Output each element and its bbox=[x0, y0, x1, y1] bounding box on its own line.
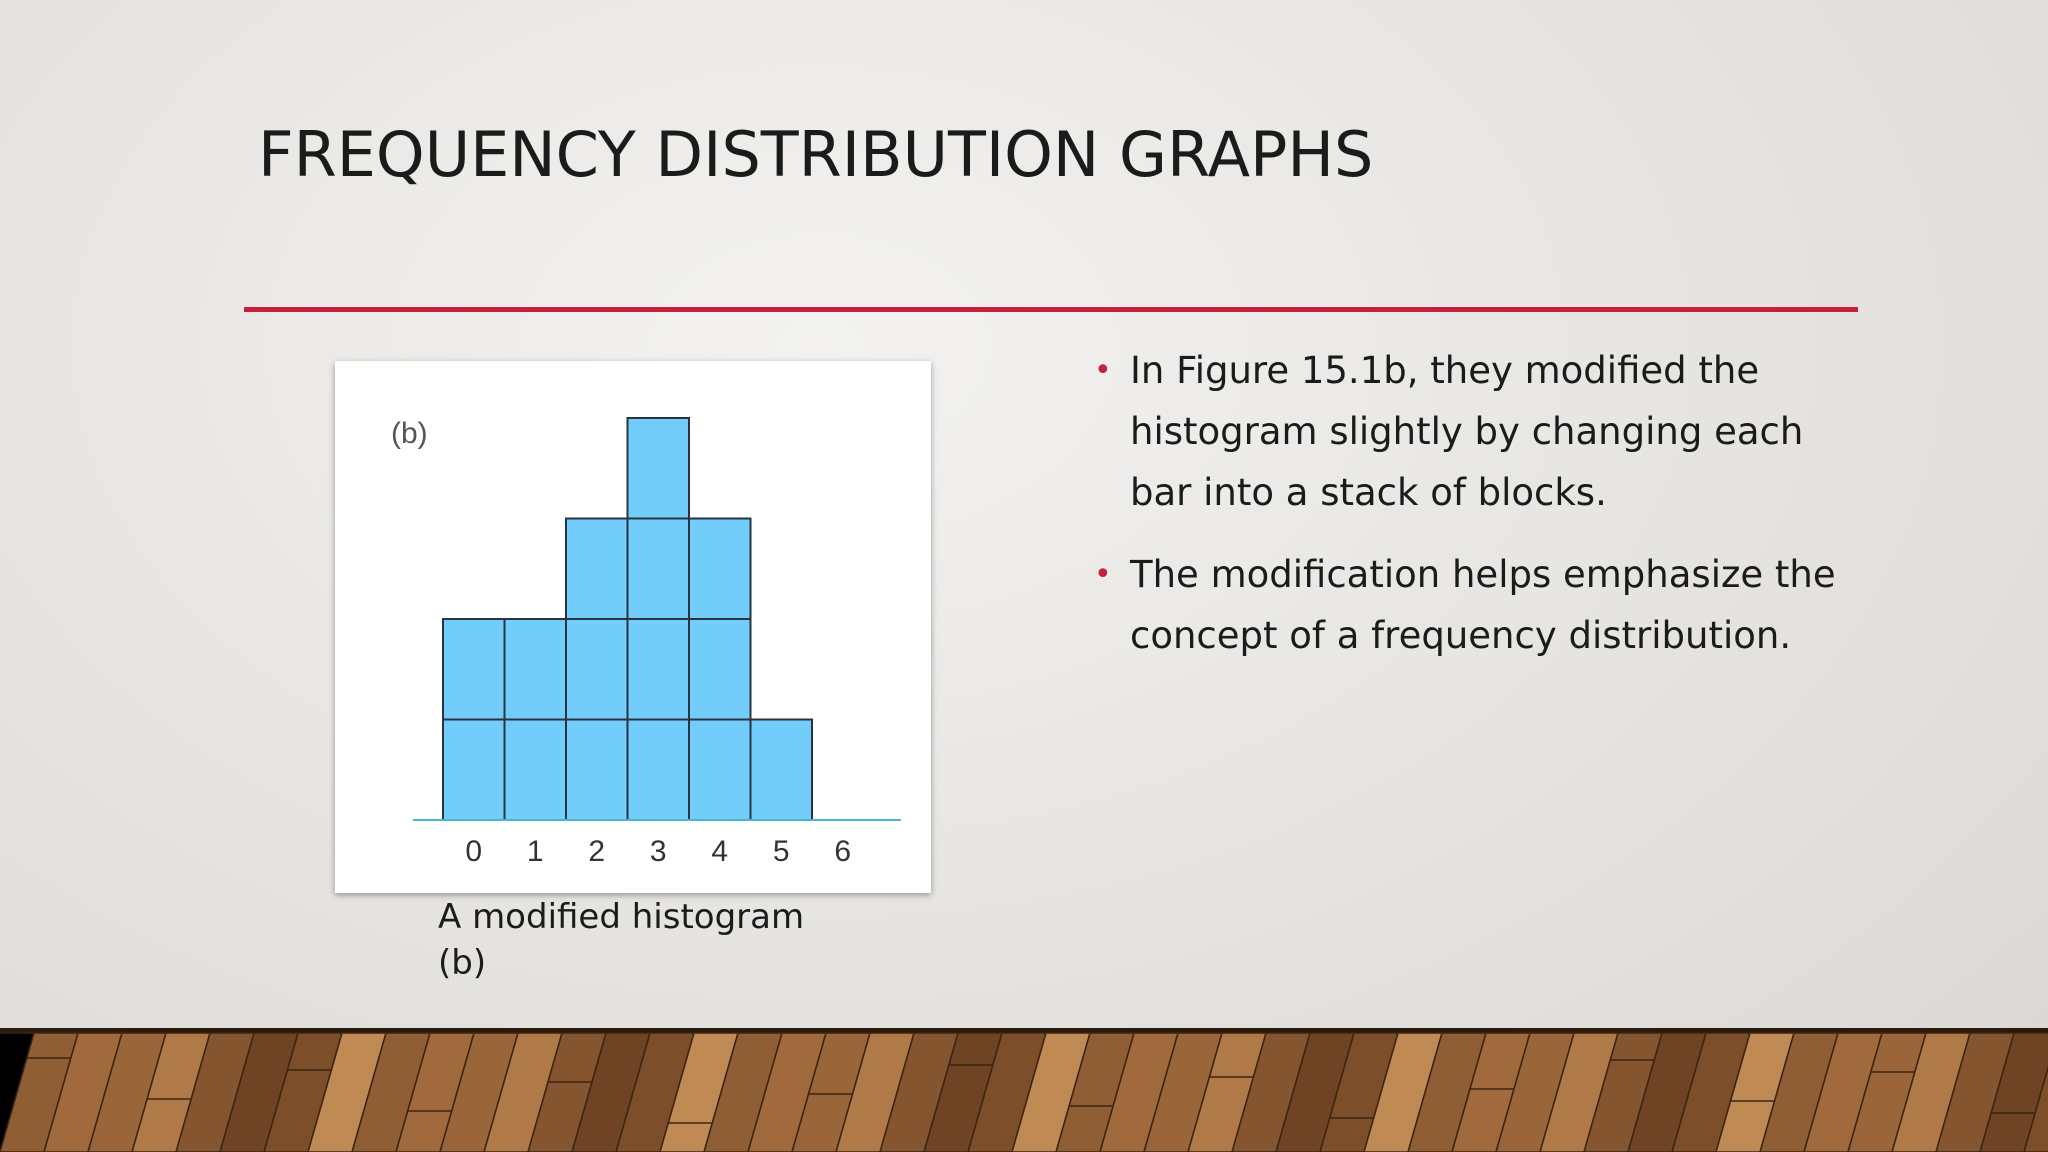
panel-label: (b) bbox=[391, 417, 428, 450]
histogram-block-1-1 bbox=[503, 718, 567, 821]
bullet-item: • In Figure 15.1b, they modified the his… bbox=[1090, 340, 1850, 523]
caption-line-2: (b) bbox=[438, 943, 487, 983]
x-tick-label-5: 5 bbox=[773, 835, 790, 868]
bullet-text: In Figure 15.1b, they modified the histo… bbox=[1130, 349, 1804, 514]
x-tick-label-1: 1 bbox=[527, 835, 544, 868]
histogram-block-5-1 bbox=[749, 718, 813, 821]
histogram-block-1-2 bbox=[503, 618, 567, 721]
histogram-block-4-3 bbox=[688, 517, 752, 620]
histogram-figure: (b) 0 1 2 3 4 5 6 bbox=[335, 361, 931, 893]
wood-floor-background bbox=[0, 1028, 2048, 1152]
bullet-dot-icon: • bbox=[1094, 353, 1112, 388]
histogram-block-4-1 bbox=[688, 718, 752, 821]
bullet-text: The modification helps emphasize the con… bbox=[1130, 553, 1836, 657]
histogram-block-0-2 bbox=[442, 618, 506, 721]
slide-title: FREQUENCY DISTRIBUTION GRAPHS bbox=[258, 118, 1374, 191]
histogram-chart: (b) 0 1 2 3 4 5 6 bbox=[391, 417, 901, 868]
histogram-block-3-4 bbox=[626, 417, 690, 520]
histogram-block-2-3 bbox=[565, 517, 629, 620]
x-tick-label-4: 4 bbox=[711, 835, 728, 868]
histogram-block-2-1 bbox=[565, 718, 629, 821]
bullet-dot-icon: • bbox=[1094, 557, 1112, 592]
caption-line-1: A modified histogram bbox=[438, 897, 805, 937]
title-divider bbox=[244, 307, 1858, 312]
figure-caption: A modified histogram (b) bbox=[438, 894, 858, 986]
histogram-block-3-1 bbox=[626, 718, 690, 821]
histogram-block-0-1 bbox=[442, 718, 506, 821]
x-tick-label-6: 6 bbox=[834, 835, 851, 868]
x-tick-label-0: 0 bbox=[465, 835, 482, 868]
x-tick-label-2: 2 bbox=[588, 835, 605, 868]
histogram-block-3-2 bbox=[626, 618, 690, 721]
bullet-item: • The modification helps emphasize the c… bbox=[1090, 544, 1850, 666]
histogram-block-2-2 bbox=[565, 618, 629, 721]
bullet-list: • In Figure 15.1b, they modified the his… bbox=[1090, 340, 1850, 687]
x-tick-label-3: 3 bbox=[650, 835, 667, 868]
histogram-block-4-2 bbox=[688, 618, 752, 721]
histogram-block-3-3 bbox=[626, 517, 690, 620]
